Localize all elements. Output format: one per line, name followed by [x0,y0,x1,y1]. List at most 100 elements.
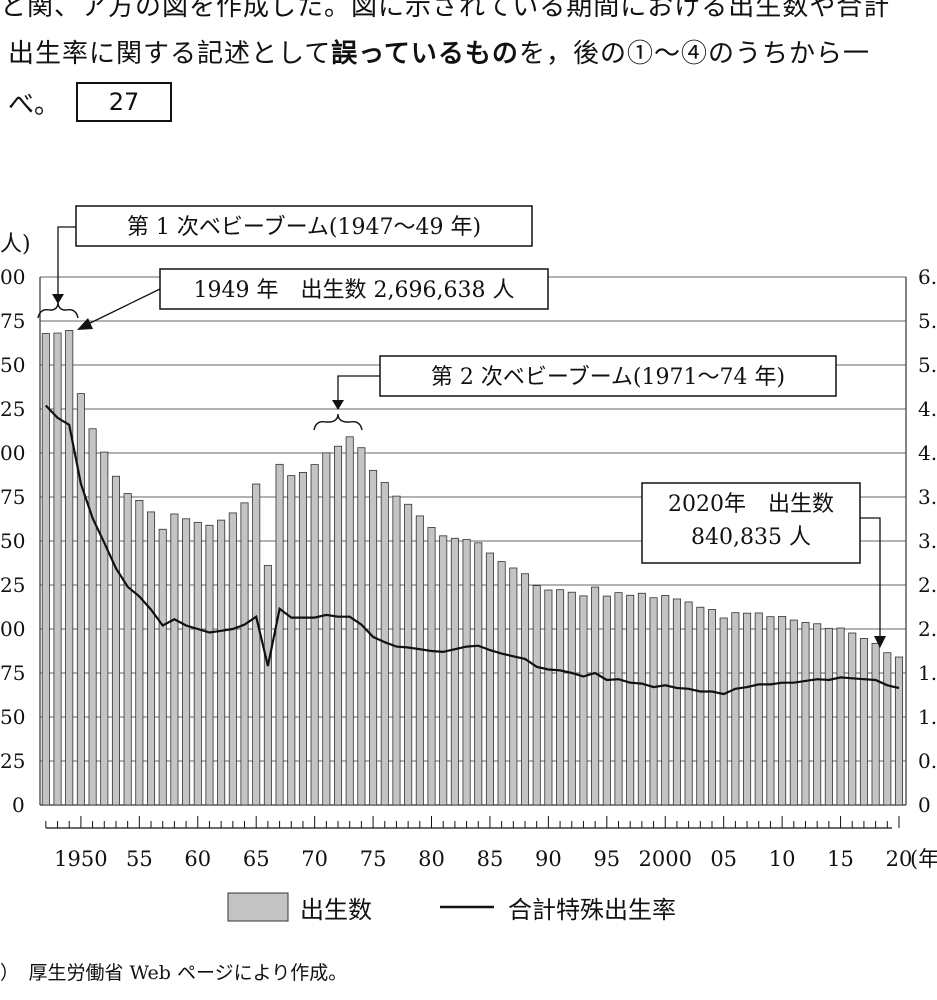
birth-bar [532,585,541,806]
birth-bar [170,513,179,806]
birth-bar [556,589,565,806]
x-tick-label: 85 [477,847,504,871]
birth-bar [357,447,366,806]
birth-bar [719,617,728,806]
birth-bar [65,329,74,806]
question-line-2: 出生率に関する記述として誤っているものを，後の①～④のうちから一 [8,33,870,70]
birth-bar [579,595,588,806]
legend-line-label: 合計特殊出生率 [508,896,676,924]
birth-bar [228,512,237,806]
birth-bar [813,623,822,806]
birth-bar [544,589,553,806]
birth-bar [836,627,845,806]
legend-bar-label: 出生数 [300,896,372,924]
callout-boom2-text: 第 2 次ベビーブーム(1971～74 年) [431,365,785,390]
question-line-2-pre: 出生率に関する記述として [8,39,332,69]
boom1-brace [37,301,79,319]
callout-boom1-arrowhead [52,294,64,304]
x-tick-label: 75 [360,847,387,871]
question-line-2-post: を，後の①～④のうちから一 [518,39,870,69]
right-tick-label: 1. [918,661,937,685]
birth-bar [76,393,85,806]
callout-boom2-box [379,355,837,397]
x-tick-label: 65 [243,847,270,871]
birth-bar [41,333,50,806]
birth-bar [731,612,740,806]
birth-bar [193,521,202,806]
birth-bar [672,598,681,806]
callout-peak1949-text: 1949 年 出生数 2,696,638 人 [194,278,515,303]
birth-bar [462,539,471,806]
question-line-1: と関、ア方の図を作成した。図に示されている期間における出生数や合計 [0,0,891,22]
right-tick-label: 4. [918,397,937,421]
callout-boom1-text: 第 1 次ベビーブーム(1947～49 年) [127,215,481,240]
callout-boom2-arrowhead [332,400,344,410]
birth-bar [766,616,775,806]
birth-bar [392,495,401,806]
x-tick-label: 1950 [54,847,107,871]
birth-bar [824,627,833,806]
birth-bar [333,445,343,806]
question-line-3: べ。 [8,90,61,120]
birth-bar [474,542,483,806]
birth-bar [626,594,635,806]
birth-bar [322,452,331,806]
x-tick-label: 2000 [639,847,692,871]
left-tick-label: 00 [0,617,25,641]
birth-bar [778,616,787,806]
birth-bar [287,475,296,806]
right-tick-label: 3. [918,529,937,553]
left-tick-label: 75 [0,309,25,333]
legend-bar-swatch [227,892,289,922]
birth-bar [696,606,705,806]
birth-bar [345,436,354,806]
callout-2020-box [641,482,861,564]
right-tick-label: 3. [918,485,937,509]
birth-bar [88,428,97,806]
birth-bar [883,652,892,806]
birth-bar [427,527,436,806]
birth-bar [520,573,530,806]
birth-bar [637,592,646,806]
right-tick-label: 5. [918,309,937,333]
left-tick-label: 75 [0,485,25,509]
left-tick-label: 00 [0,441,25,465]
birth-bar [859,638,868,806]
x-tick-label: 15 [827,847,854,871]
birth-bar [310,464,319,806]
birth-bar [217,519,226,806]
right-tick-label: 5. [918,353,937,377]
left-tick-label: 50 [0,353,25,377]
right-tick-label: 0 [918,793,931,817]
callout-peak1949-box [159,268,549,310]
left-tick-label: 75 [0,661,25,685]
birth-bar [275,463,284,806]
birth-bar [111,475,120,806]
left-tick-label: 0 [12,793,25,817]
x-tick-label: 70 [301,847,328,871]
x-tick-label: 05 [710,847,737,871]
birth-bar [848,632,857,806]
birth-bar [53,332,62,806]
left-tick-label: 25 [0,749,25,773]
birth-bar [450,537,459,806]
left-axis-unit: 人) [0,232,31,257]
callout-2020-arrowhead [874,636,886,648]
x-axis-unit: (年 [910,847,937,871]
birth-bar [415,515,424,806]
x-tick-label: 20 [886,847,913,871]
birth-bar [871,642,880,806]
right-tick-label: 1. [918,705,937,729]
callout-boom1-box [75,205,533,247]
callout-boom1-leader [57,226,76,300]
birth-bar [754,612,763,806]
birth-bar [298,471,307,806]
answer-box[interactable]: 27 [76,82,172,122]
left-tick-label: 25 [0,397,25,421]
birth-bar [404,503,413,806]
birth-bar [567,591,576,806]
birth-bar [497,561,506,806]
callout-peak1949-arrowhead [77,318,93,330]
birth-bar [591,586,600,806]
left-tick-label: 50 [0,705,25,729]
